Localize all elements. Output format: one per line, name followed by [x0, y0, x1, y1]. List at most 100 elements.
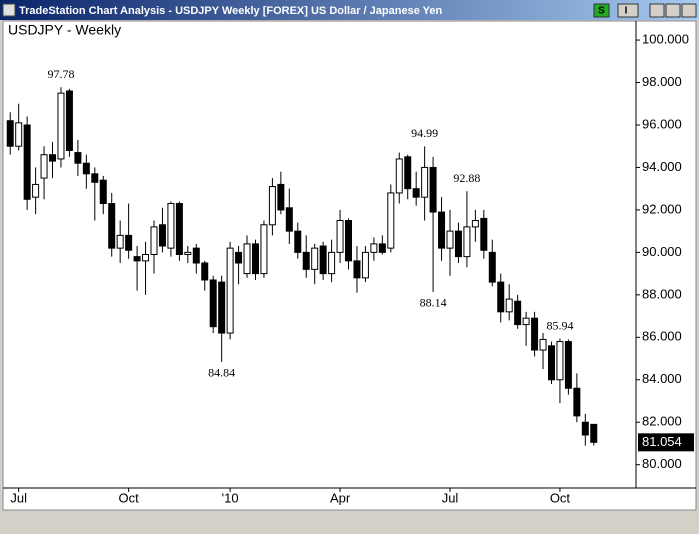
candle-body [547, 345, 555, 381]
candle-body [184, 251, 192, 255]
price-annotation: 97.78 [47, 67, 74, 81]
price-annotation: 88.14 [420, 296, 447, 310]
candle-body [192, 247, 200, 264]
candle-body [32, 183, 40, 198]
y-tick-label: 100.000 [642, 31, 689, 46]
candle-body [429, 166, 437, 213]
chart-area [2, 20, 697, 511]
minimize-button[interactable] [649, 3, 665, 18]
candle-body [201, 262, 209, 281]
candle-body [235, 251, 243, 264]
y-tick-label: 88.000 [642, 286, 682, 301]
x-tick-label: Oct [550, 490, 571, 505]
candle-body [573, 387, 581, 417]
candle-body [421, 166, 429, 198]
candle-body [57, 92, 65, 160]
candle-body [319, 245, 327, 275]
candle-body [243, 243, 251, 275]
candle-body [268, 186, 276, 226]
x-tick-label: '10 [222, 490, 239, 505]
candle-body [345, 220, 353, 262]
y-tick-label: 96.000 [642, 116, 682, 131]
candle-body [251, 243, 259, 275]
candle-body [218, 281, 226, 334]
candle-body [488, 251, 496, 283]
candle-body [175, 203, 183, 255]
candle-body [15, 122, 23, 147]
y-tick-label: 98.000 [642, 74, 682, 89]
x-tick-label: Oct [119, 490, 140, 505]
candle-body [505, 298, 513, 313]
i-button-label[interactable]: I [625, 6, 628, 17]
s-button[interactable] [593, 3, 610, 18]
last-price-box [638, 433, 694, 452]
y-tick-label: 92.000 [642, 201, 682, 216]
price-annotation: 84.84 [208, 366, 235, 380]
candle-body [125, 234, 133, 251]
candle-body [370, 243, 378, 253]
price-annotation: 85.94 [546, 318, 573, 332]
candle-body [116, 234, 124, 249]
y-tick-label: 80.000 [642, 456, 682, 471]
candle-body [361, 251, 369, 279]
candle-body [142, 254, 150, 262]
candle-body [285, 207, 293, 232]
candle-body [167, 203, 175, 249]
candle-body [226, 247, 234, 334]
candle-body [65, 90, 73, 151]
price-annotation: 94.99 [411, 126, 438, 140]
window-title: TradeStation Chart Analysis - USDJPY Wee… [19, 5, 443, 17]
candle-body [294, 230, 302, 253]
candle-body [539, 338, 547, 351]
y-tick-label: 90.000 [642, 244, 682, 259]
candle-body [404, 156, 412, 190]
title-bar [0, 0, 699, 20]
candle-body [522, 317, 530, 326]
candle-body [463, 226, 471, 258]
candle-body [260, 224, 268, 275]
chart-title: USDJPY - Weekly [8, 22, 121, 38]
x-tick-label: Jul [442, 490, 459, 505]
candle-body [471, 220, 479, 228]
candle-body [480, 217, 488, 251]
candle-body [395, 158, 403, 194]
candle-body [497, 281, 505, 313]
candle-body [387, 192, 395, 249]
candle-body [150, 226, 158, 256]
candle-body [277, 183, 285, 211]
candle-body [82, 162, 90, 175]
last-price-label: 81.054 [642, 434, 682, 449]
candle-body [438, 211, 446, 249]
i-button[interactable] [617, 3, 639, 18]
candle-body [91, 173, 99, 183]
candle-body [514, 300, 522, 326]
candle-body [209, 279, 217, 328]
app-icon [2, 3, 16, 17]
candle-body [302, 251, 310, 270]
candle-body [590, 423, 598, 443]
y-tick-label: 82.000 [642, 414, 682, 429]
candle-body [531, 317, 539, 351]
x-tick-label: Jul [10, 490, 27, 505]
candle-body [328, 251, 336, 275]
y-tick-label: 84.000 [642, 371, 682, 386]
s-button-label[interactable]: S [598, 6, 605, 17]
y-tick-label: 94.000 [642, 159, 682, 174]
candle-body [23, 124, 31, 200]
y-tick-label: 86.000 [642, 329, 682, 344]
candle-body [6, 120, 14, 147]
candle-body [133, 256, 141, 262]
x-tick-label: Apr [330, 490, 351, 505]
candle-body [108, 203, 116, 249]
candle-body [412, 188, 420, 198]
candle-body [336, 220, 344, 253]
candle-body [311, 247, 319, 270]
candle-body [454, 230, 462, 258]
maximize-button[interactable] [665, 3, 681, 18]
candle-body [99, 179, 107, 205]
close-button[interactable] [681, 3, 697, 18]
candle-body [556, 341, 564, 381]
candle-body [446, 230, 454, 249]
